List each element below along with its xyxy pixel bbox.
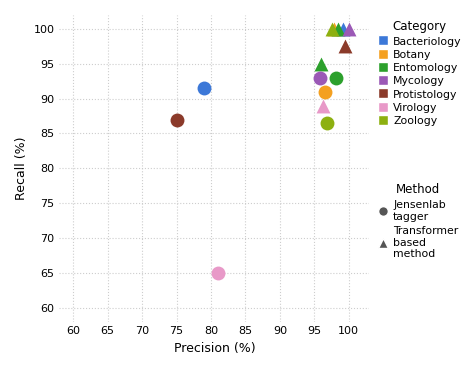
Point bbox=[335, 26, 342, 32]
Point bbox=[201, 85, 208, 91]
Point bbox=[323, 120, 330, 126]
Point bbox=[214, 270, 222, 276]
Point bbox=[318, 61, 325, 67]
Point bbox=[339, 26, 347, 32]
X-axis label: Precision (%): Precision (%) bbox=[173, 342, 255, 355]
Point bbox=[316, 75, 324, 81]
Point bbox=[319, 102, 327, 108]
Y-axis label: Recall (%): Recall (%) bbox=[15, 137, 28, 200]
Point bbox=[328, 26, 336, 32]
Point bbox=[330, 26, 337, 32]
Legend: Jensenlab
tagger, Transformer
based
method: Jensenlab tagger, Transformer based meth… bbox=[378, 183, 458, 259]
Point bbox=[333, 75, 340, 81]
Point bbox=[345, 26, 353, 32]
Point bbox=[321, 89, 328, 95]
Point bbox=[173, 117, 180, 122]
Point bbox=[342, 43, 349, 49]
